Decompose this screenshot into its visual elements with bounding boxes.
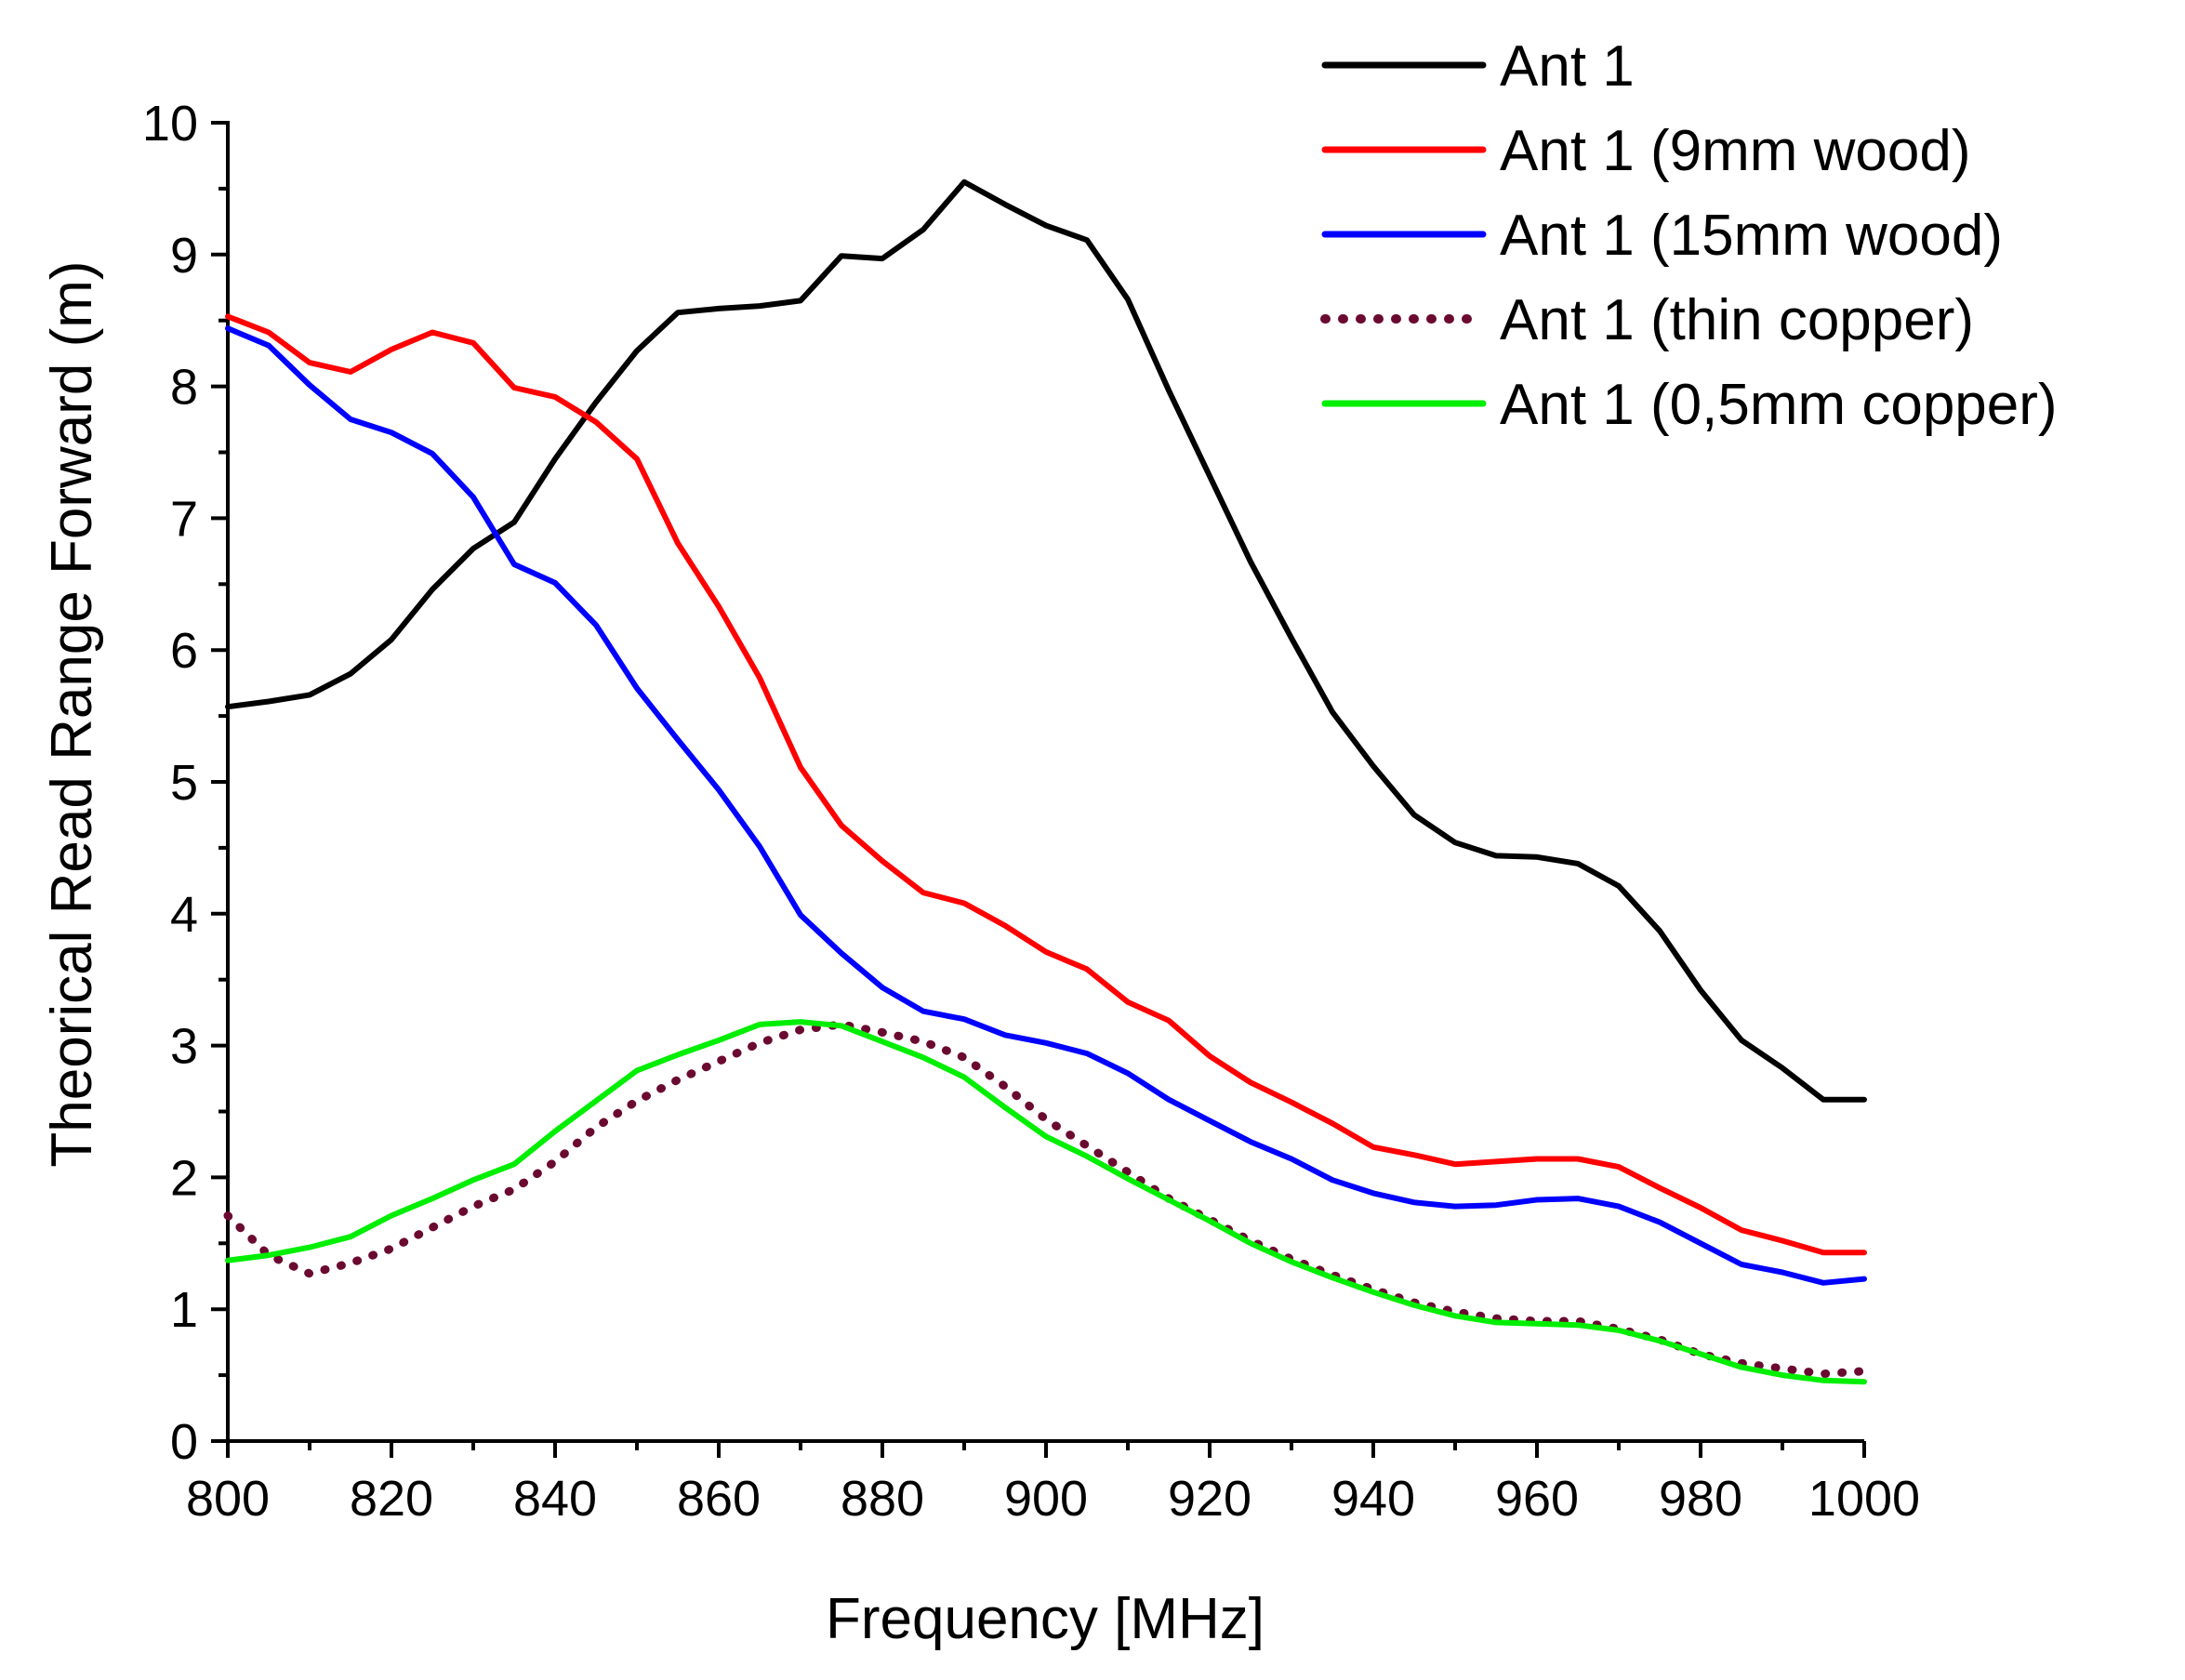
y-tick-label: 6	[170, 623, 198, 679]
legend-label: Ant 1 (15mm wood)	[1500, 204, 2003, 268]
x-tick-label: 840	[513, 1471, 597, 1527]
legend-label: Ant 1	[1500, 34, 1635, 99]
x-tick-label: 820	[350, 1471, 433, 1527]
y-tick-label: 0	[170, 1414, 198, 1470]
y-tick-label: 8	[170, 360, 198, 416]
y-tick-label: 4	[170, 887, 198, 943]
x-axis-ticks: 800 820 840 860 880 900 920 940 960 980 1000	[186, 1441, 1920, 1527]
x-tick-label: 800	[186, 1471, 270, 1527]
y-tick-label: 5	[170, 755, 198, 811]
legend: Ant 1 Ant 1 (9mm wood) Ant 1 (15mm wood) An…	[1320, 34, 2058, 437]
series-line-2	[225, 313, 1867, 1256]
series-line-3	[225, 325, 1867, 1286]
x-tick-label: 980	[1659, 1471, 1742, 1527]
series-layer	[223, 179, 1869, 1385]
x-tick-label: 880	[841, 1471, 924, 1527]
series-line-1	[225, 179, 1867, 1103]
y-tick-label: 3	[170, 1019, 198, 1075]
x-tick-label: 860	[677, 1471, 761, 1527]
y-axis-ticks: 0 1 2 3 4 5 6 7 8 9 10	[142, 96, 228, 1470]
y-tick-label: 10	[142, 96, 198, 152]
y-tick-label: 9	[170, 228, 198, 284]
x-tick-label: 940	[1331, 1471, 1415, 1527]
legend-label: Ant 1 (0,5mm copper)	[1500, 373, 2058, 437]
y-axis-title: Theorical Read Range Forward (m)	[40, 260, 104, 1167]
series-line-5	[225, 1019, 1867, 1385]
x-axis-title: Frequency [MHz]	[826, 1587, 1265, 1651]
x-tick-label: 1000	[1808, 1471, 1920, 1527]
y-tick-label: 1	[170, 1282, 198, 1338]
x-tick-label: 960	[1495, 1471, 1579, 1527]
y-tick-label: 7	[170, 491, 198, 547]
x-tick-label: 900	[1004, 1471, 1088, 1527]
x-tick-label: 920	[1168, 1471, 1251, 1527]
series-line-4	[223, 1020, 1869, 1379]
y-tick-label: 2	[170, 1150, 198, 1206]
legend-label: Ant 1 (thin copper)	[1500, 288, 1974, 352]
legend-label: Ant 1 (9mm wood)	[1500, 119, 1971, 183]
